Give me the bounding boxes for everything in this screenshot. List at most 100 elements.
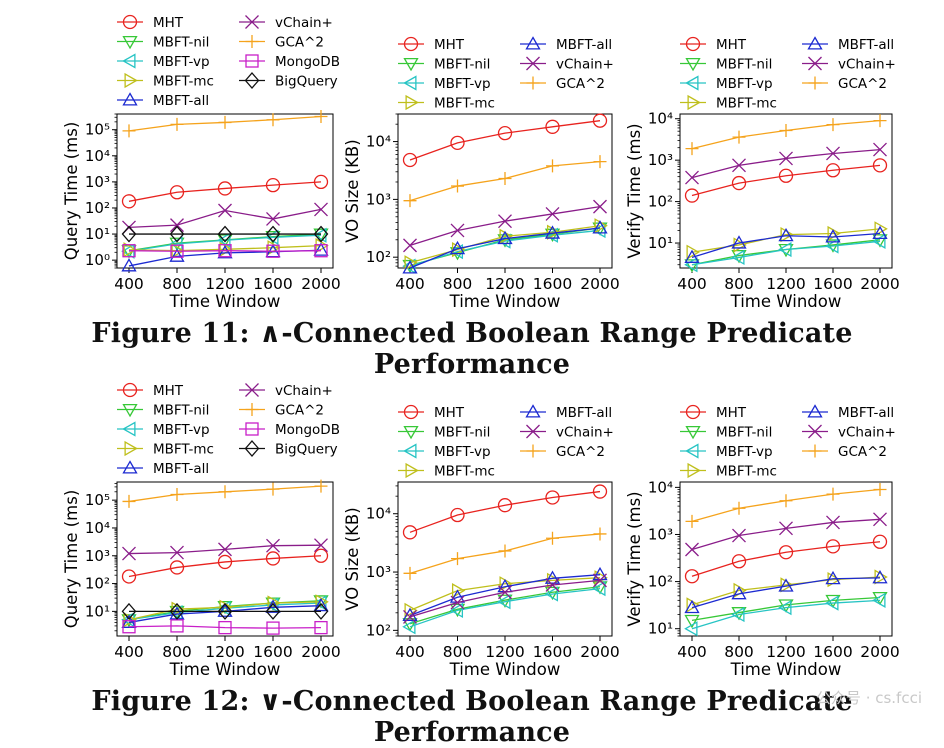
legend-item-vchain-plus: vChain+	[239, 15, 333, 31]
legend-marker-gca2	[808, 444, 822, 458]
point-mbft-all	[217, 603, 233, 617]
legend-label: vChain+	[838, 57, 896, 73]
point-mht	[497, 498, 513, 513]
legend-marker-mbft-mc	[405, 94, 419, 111]
y-tick-label: 10²	[366, 621, 391, 639]
legend-label: GCA^2	[275, 35, 324, 51]
legend: MHT MBFT-all MBFT-nil vChain+ MBFT-vp GCA^2 MB…	[680, 36, 896, 112]
legend-item-vchain-plus: vChain+	[239, 383, 333, 399]
x-tick-label: 400	[395, 275, 425, 293]
legend-label: MongoDB	[275, 422, 340, 438]
chart-0-0: 10⁰ 10¹ 10² 10³ 10⁴ 10⁵ 400 800 1200 1600 2000 Time…	[62, 110, 341, 311]
point-vchain-plus	[218, 203, 232, 218]
point-mbft-mc	[874, 221, 888, 237]
point-mht	[121, 569, 137, 584]
x-tick-label: 400	[677, 643, 707, 661]
legend: MHT vChain+ MBFT-nil GCA^2 MBFT-vp MongoDB MBF…	[117, 14, 340, 109]
series-mongodb	[122, 244, 328, 258]
legend-label: BigQuery	[275, 74, 338, 90]
legend-item-mbft-nil: MBFT-nil	[398, 57, 490, 73]
y-axis-label: VO Size (KB)	[343, 139, 362, 242]
series-line-mbft-vp	[409, 229, 601, 267]
point-mbft-all	[402, 607, 418, 621]
y-tick-label: 10²	[648, 193, 673, 211]
legend-marker-mht	[122, 382, 138, 398]
point-vchain-plus	[873, 142, 887, 157]
point-vchain-plus	[732, 158, 746, 173]
point-gca2	[218, 485, 232, 499]
legend-item-mbft-nil: MBFT-nil	[117, 35, 209, 51]
legend-label: BigQuery	[275, 442, 338, 458]
point-mbft-vp	[731, 606, 745, 623]
figure-11: 10⁰ 10¹ 10² 10³ 10⁴ 10⁵ 400 800 1200 1600 2000 Time…	[0, 0, 944, 380]
x-tick-label: 800	[162, 643, 192, 661]
point-gca2	[779, 494, 793, 508]
legend-label: GCA^2	[556, 444, 605, 460]
legend-label: MBFT-all	[153, 93, 209, 109]
point-mbft-mc	[404, 602, 418, 619]
series-vchain-plus	[403, 573, 607, 624]
x-tick-label: 2000	[860, 275, 899, 293]
y-tick-label: 10²	[648, 573, 673, 591]
figure-12: 10¹ 10² 10³ 10⁴ 10⁵ 400 800 1200 1600 2000 Time Wi…	[0, 368, 944, 748]
point-mht	[265, 177, 281, 193]
legend-label: MBFT-mc	[153, 442, 214, 458]
series-line-mbft-all	[409, 227, 601, 269]
point-mbft-all	[592, 220, 608, 234]
x-axis-label: Time Window	[169, 660, 281, 679]
point-vchain-plus	[779, 151, 793, 166]
point-vchain-plus	[170, 545, 184, 560]
series-line-mht	[691, 541, 881, 577]
legend-item-mbft-vp: MBFT-vp	[117, 53, 210, 70]
point-mbft-mc	[315, 238, 329, 254]
legend-label: MHT	[153, 15, 184, 31]
point-mht	[402, 152, 418, 168]
series-mht	[121, 174, 329, 209]
legend-label: MBFT-mc	[153, 74, 214, 90]
legend-marker-mbft-vp	[122, 53, 136, 69]
point-mbft-mc	[404, 255, 418, 271]
x-tick-label: 1200	[205, 275, 244, 293]
legend-marker-mbft-nil	[403, 425, 419, 440]
y-tick-label: 10⁴	[85, 147, 110, 165]
point-bigquery	[217, 602, 233, 620]
point-mht	[872, 158, 888, 173]
point-mbft-all	[731, 586, 747, 600]
point-vchain-plus	[314, 202, 328, 217]
point-gca2	[826, 118, 840, 132]
legend: MHT MBFT-all MBFT-nil vChain+ MBFT-vp GCA^2 MB…	[398, 404, 614, 480]
series-line-vchain-plus	[128, 208, 322, 229]
legend-marker-vchain-plus	[808, 424, 822, 439]
point-vchain-plus	[732, 528, 746, 543]
point-mbft-all	[217, 245, 233, 259]
legend-label: MBFT-nil	[153, 403, 209, 419]
point-mbft-vp	[497, 594, 511, 610]
series-vchain-plus	[403, 199, 607, 253]
legend-marker-mht	[403, 404, 419, 420]
series-gca2	[685, 114, 887, 156]
legend-label: GCA^2	[838, 444, 887, 460]
point-mbft-all	[778, 227, 794, 242]
point-mongodb	[122, 244, 136, 258]
point-gca2	[314, 479, 328, 493]
point-mbft-all	[497, 230, 513, 245]
series-line-mbft-vp	[409, 587, 601, 628]
legend-item-mht: MHT	[680, 36, 747, 53]
x-tick-label: 1200	[766, 275, 805, 293]
point-mht	[313, 548, 329, 563]
point-mongodb	[218, 620, 232, 635]
legend-item-mbft-all: MBFT-all	[520, 404, 612, 421]
point-gca2	[122, 494, 136, 508]
point-gca2	[266, 113, 280, 127]
point-bigquery	[313, 225, 329, 243]
legend-marker-mht	[403, 36, 419, 52]
legend-item-mbft-vp: MBFT-vp	[680, 75, 773, 92]
point-gca2	[685, 142, 699, 156]
legend-label: vChain+	[838, 425, 896, 441]
legend-label: MBFT-nil	[716, 425, 772, 441]
legend-marker-mbft-all	[122, 460, 138, 474]
legend-item-mbft-nil: MBFT-nil	[398, 425, 490, 441]
x-tick-label: 1600	[533, 643, 572, 661]
x-axis-label: Time Window	[730, 292, 842, 311]
legend-item-bigquery: BigQuery	[239, 440, 338, 458]
